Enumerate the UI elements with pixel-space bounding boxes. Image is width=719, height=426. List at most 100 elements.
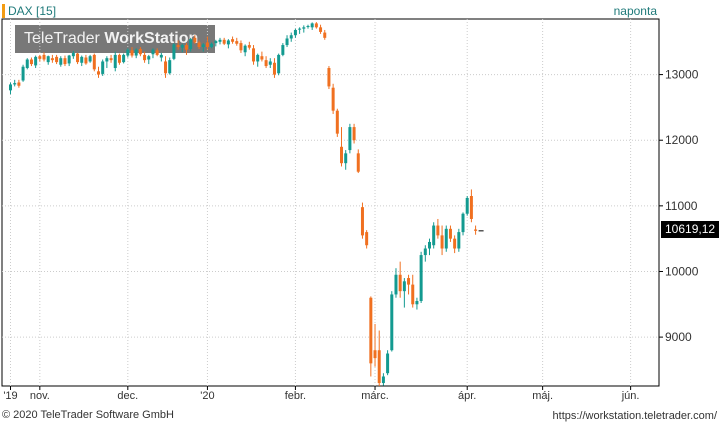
x-tick-label: máj. — [532, 390, 553, 402]
candle-body — [214, 41, 218, 44]
candle-body — [201, 44, 205, 48]
candle-body — [50, 58, 54, 61]
candle-body — [17, 82, 21, 86]
candle-body — [461, 213, 465, 233]
candle-body — [348, 127, 352, 151]
candle-body — [189, 39, 193, 49]
x-tick-label: dec. — [117, 390, 138, 402]
candle-body — [256, 54, 260, 62]
candle-body — [293, 29, 297, 36]
candle-body — [226, 40, 230, 45]
candle-body — [335, 110, 339, 134]
candle-body — [411, 284, 415, 305]
candle-body — [63, 58, 67, 65]
candle-body — [184, 45, 188, 50]
candle-body — [222, 39, 226, 44]
candle-body — [310, 23, 314, 28]
candle-body — [231, 39, 235, 42]
candle-body — [159, 54, 163, 58]
candle-body — [109, 58, 113, 61]
candle-body — [457, 232, 461, 249]
candle-body — [398, 274, 402, 292]
candle-body — [25, 59, 29, 69]
candle-body — [407, 278, 411, 285]
candle-body — [419, 255, 423, 302]
candle-body — [117, 54, 121, 63]
candle-body — [302, 27, 306, 29]
candle-body — [67, 55, 71, 64]
interval-label[interactable]: naponta — [613, 4, 657, 18]
candle-body — [369, 297, 373, 364]
logo-text-1: TeleTrader — [24, 30, 105, 47]
candle-body — [415, 301, 419, 305]
watermark-logo: TeleTrader WorkStation — [15, 25, 215, 53]
candle-body — [289, 35, 293, 39]
candle-body — [138, 48, 142, 55]
candle-body — [252, 48, 256, 62]
candle-body — [394, 274, 398, 295]
instrument-accent-bar — [2, 4, 5, 18]
candle-body — [390, 294, 394, 351]
last-price-label: 10619,12 — [661, 221, 719, 238]
candle-body — [210, 43, 214, 48]
candle-body — [260, 56, 264, 60]
candle-body — [147, 56, 151, 60]
candle-body — [319, 27, 323, 32]
candle-body — [9, 84, 12, 91]
x-tick-label: febr. — [285, 390, 306, 402]
candle-body — [13, 83, 17, 85]
candle-body — [281, 45, 285, 55]
candle-body — [373, 350, 377, 359]
candle-body — [193, 37, 197, 43]
candle-body — [168, 60, 172, 74]
candle-body — [92, 54, 96, 70]
x-tick-label: ápr. — [458, 390, 476, 402]
plot-frame — [1, 18, 660, 387]
y-tick-label: 10000 — [665, 264, 699, 278]
candle-body — [360, 207, 364, 236]
x-tick-label: '20 — [200, 390, 214, 402]
x-tick-label: jún. — [621, 390, 640, 402]
candle-body — [285, 38, 289, 46]
candle-body — [134, 49, 138, 56]
candle-body — [80, 56, 84, 63]
y-tick-label: 12000 — [665, 133, 699, 147]
candle-body — [155, 50, 159, 55]
candle-body — [352, 127, 356, 141]
candle-body — [101, 61, 105, 74]
x-tick-label: márc. — [361, 390, 389, 402]
candle-body — [239, 43, 243, 51]
candle-body — [306, 26, 310, 28]
candle-body — [71, 52, 75, 57]
candle-body — [264, 60, 268, 67]
y-tick-label: 11000 — [665, 199, 698, 213]
candle-body — [55, 56, 59, 63]
instrument-title: DAX [15] — [8, 4, 57, 18]
candle-body — [29, 59, 33, 65]
candle-body — [42, 54, 46, 60]
copyright-text: © 2020 TeleTrader Software GmbH — [2, 409, 174, 421]
candle-body — [298, 28, 302, 30]
candle-body — [126, 49, 130, 56]
candle-body — [365, 232, 369, 246]
candle-body — [46, 56, 50, 63]
candle-body — [272, 62, 276, 75]
candle-body — [432, 225, 436, 246]
x-tick-label: '19 — [3, 390, 17, 402]
candle-body — [122, 54, 126, 63]
candle-body — [440, 235, 444, 249]
candle-body — [428, 241, 431, 249]
candle-body — [340, 146, 344, 164]
candle-body — [277, 54, 281, 74]
website-link[interactable]: https://workstation.teletrader.com/ — [552, 410, 717, 422]
y-tick-label: 13000 — [665, 68, 699, 82]
candle-body — [172, 44, 176, 59]
candle-body — [314, 23, 318, 28]
candle-body — [331, 87, 335, 111]
candle-body — [176, 45, 180, 48]
candle-body — [402, 281, 406, 292]
candle-body — [38, 56, 42, 59]
candle-body — [453, 238, 457, 249]
candle-body — [59, 58, 63, 65]
